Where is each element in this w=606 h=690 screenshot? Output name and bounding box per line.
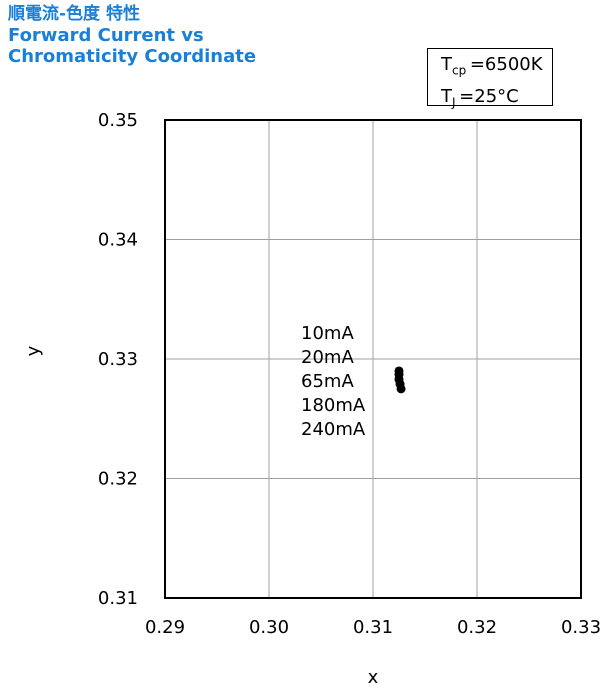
tcp-symbol: T [441, 54, 452, 75]
y-tick-label: 0.31 [98, 588, 138, 609]
y-tick-label: 0.35 [98, 110, 138, 131]
x-tick-label: 0.33 [561, 617, 601, 638]
annotations: 10mA 20mA 65mA 180mA 240mA [301, 323, 366, 440]
condition-tj: TJ =25°C [441, 84, 552, 116]
current-annotation: 65mA [301, 371, 354, 392]
chart-title-japanese: 順電流-色度 特性 [8, 4, 140, 24]
chart-title-english-line2: Chromaticity Coordinate [8, 46, 257, 67]
y-axis-label: y [23, 345, 44, 356]
x-tick-label: 0.30 [249, 617, 289, 638]
tj-symbol: T [441, 85, 452, 107]
x-tick-label: 0.31 [353, 617, 393, 638]
tj-subscript: J [452, 95, 456, 110]
y-tick-label: 0.34 [98, 230, 138, 251]
data-point-240mA [396, 384, 406, 394]
tcp-subscript: cp [452, 63, 467, 78]
plot-area [164, 119, 582, 599]
current-annotation: 20mA [301, 347, 354, 368]
y-tick-label: 0.33 [98, 349, 138, 370]
chart-title-english-line1: Forward Current vs [8, 25, 204, 46]
tick-labels: 0.29 0.30 0.31 0.32 0.33 0.31 0.32 0.33 0.34 0.35 [98, 110, 601, 638]
tj-value: =25°C [459, 85, 519, 107]
current-annotation: 10mA [301, 323, 354, 344]
chart-title: 順電流-色度 特性 Forward Current vs Chromaticit… [8, 4, 256, 67]
x-tick-label: 0.32 [457, 617, 497, 638]
x-axis-label: x [368, 667, 379, 688]
grid-lines [165, 120, 581, 598]
current-annotation: 240mA [301, 419, 366, 440]
condition-tcp: Tcp =6500K [441, 52, 552, 84]
conditions-box: Tcp =6500K TJ =25°C [427, 48, 553, 109]
tcp-value: =6500K [469, 54, 543, 75]
y-tick-label: 0.32 [98, 469, 138, 490]
data-points [394, 366, 406, 394]
x-tick-label: 0.29 [145, 617, 185, 638]
current-annotation: 180mA [301, 395, 366, 416]
